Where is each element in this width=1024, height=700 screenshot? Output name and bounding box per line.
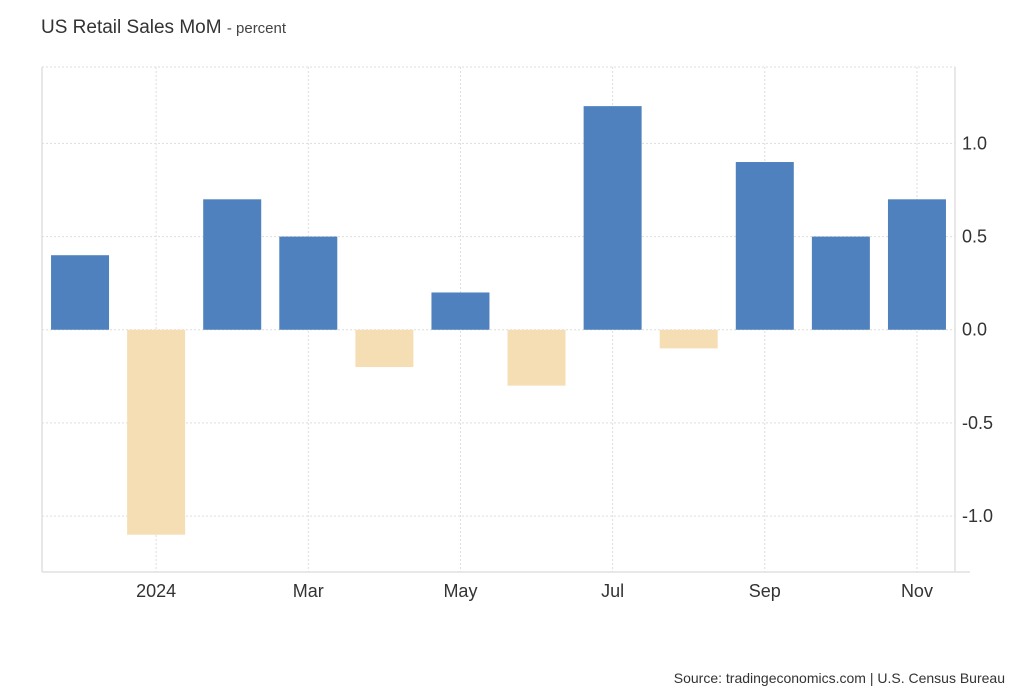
x-tick-label: Mar: [293, 581, 324, 601]
source-note: Source: tradingeconomics.com | U.S. Cens…: [673, 670, 1005, 686]
y-tick-label: 0.0: [962, 320, 987, 340]
chart-subtitle: - percent: [226, 20, 287, 37]
bar-apr-2024: [355, 329, 414, 368]
y-tick-label: 1.0: [962, 133, 987, 153]
bar-feb-2024: [203, 199, 262, 330]
bar-dec-2023: [51, 255, 110, 330]
bar-jun-2024: [507, 329, 566, 386]
bar-jan-2024: [127, 329, 186, 535]
bar-jul-2024: [583, 106, 642, 330]
x-tick-label: 2024: [136, 581, 176, 601]
chart-title: US Retail Sales MoM - percent: [41, 17, 286, 39]
bar-nov-2024: [887, 199, 946, 330]
x-tick-label: Jul: [601, 581, 624, 601]
y-tick-label: -1.0: [962, 506, 993, 526]
bar-oct-2024: [811, 236, 870, 330]
y-tick-label: 0.5: [962, 227, 987, 247]
bar-sep-2024: [735, 162, 794, 330]
x-tick-label: Nov: [901, 581, 933, 601]
title-text: US Retail Sales MoM: [41, 17, 222, 38]
x-tick-label: May: [443, 581, 477, 601]
bar-may-2024: [431, 292, 490, 330]
x-tick-label: Sep: [749, 581, 781, 601]
bar-aug-2024: [659, 329, 718, 349]
y-tick-label: -0.5: [962, 413, 993, 433]
bar-mar-2024: [279, 236, 338, 330]
